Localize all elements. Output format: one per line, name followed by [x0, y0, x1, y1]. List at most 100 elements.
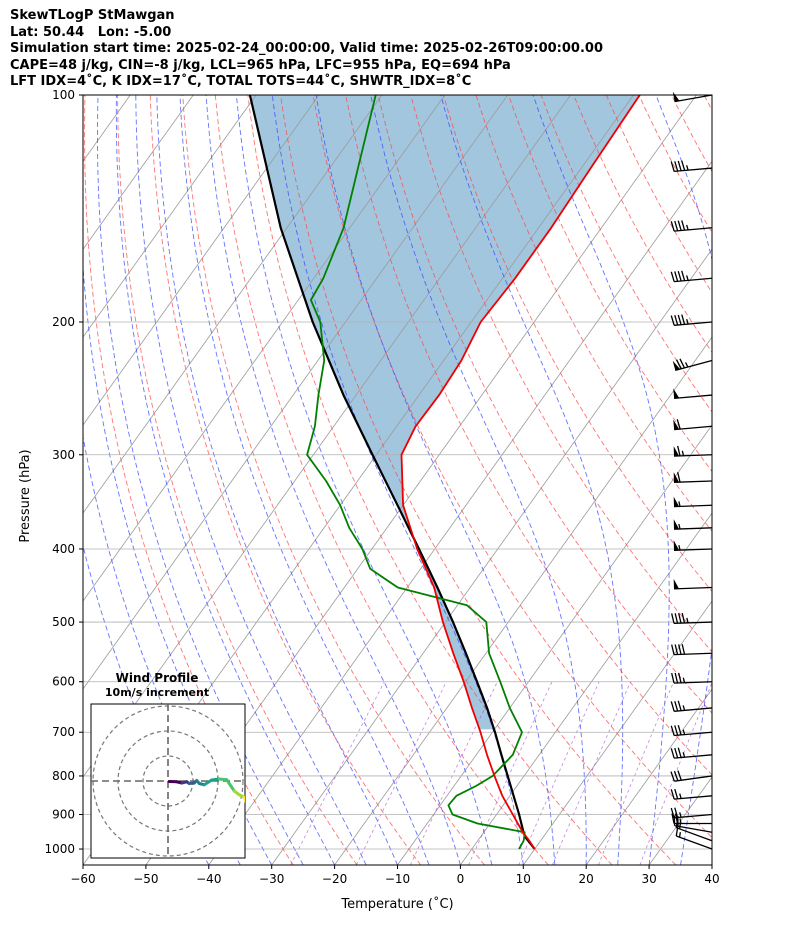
- dry-adiabat-line: [737, 95, 794, 865]
- y-tick-label: 300: [52, 448, 75, 462]
- wind-barb: [671, 612, 713, 625]
- temperature-line: [400, 95, 641, 850]
- wind-barbs-layer: [670, 91, 713, 850]
- title-times: Simulation start time: 2025-02-24_00:00:…: [10, 41, 603, 56]
- dry-adiabat-line: [84, 95, 294, 865]
- dry-adiabat-line: [475, 95, 712, 532]
- cape-area-layer: [249, 95, 640, 730]
- dry-adiabat-line: [377, 95, 712, 714]
- y-axis-label: Pressure (hPa): [18, 449, 33, 542]
- wind-barb: [672, 91, 713, 103]
- mixing-ratio-line: [410, 681, 498, 865]
- wind-barb: [670, 700, 713, 712]
- wind-barb: [670, 314, 713, 326]
- moist-adiabat-line: [97, 95, 304, 865]
- wind-barb: [670, 270, 713, 283]
- isotherm-line: [83, 95, 320, 426]
- wind-barb: [673, 472, 713, 483]
- y-tick-label: 700: [52, 725, 75, 739]
- moist-adiabat-line: [271, 95, 524, 865]
- x-tick-label: 20: [579, 872, 594, 886]
- dry-adiabat-line: [703, 95, 712, 112]
- axes-layer: −60 −50 −40 −30 −20 −10 0 10 20 30 40 100 200 300 400 5…: [18, 88, 720, 912]
- dry-adiabat-line: [671, 95, 712, 173]
- y-tick-label: 600: [52, 675, 75, 689]
- dry-adiabat-line: [117, 95, 358, 865]
- wind-barb: [675, 817, 713, 842]
- mixing-ratio-line: [518, 681, 600, 865]
- isotherm-line: [271, 248, 712, 865]
- wind-barb: [673, 419, 713, 431]
- moist-adiabat-line: [655, 95, 712, 865]
- moist-adiabat-line: [115, 95, 336, 865]
- wind-barb: [673, 519, 713, 530]
- isotherm-line: [0, 95, 5, 865]
- x-tick-label: −30: [259, 872, 284, 886]
- x-axis-label: Temperature (˚C): [340, 896, 453, 912]
- isotherm-line: [711, 864, 712, 865]
- x-tick-label: −20: [322, 872, 347, 886]
- wind-barb: [673, 496, 713, 508]
- dry-adiabat-line: [573, 95, 712, 353]
- title-indices: LFT IDX=4˚C, K IDX=17˚C, TOTAL TOTS=44˚C…: [10, 74, 472, 89]
- isotherm-line: [83, 95, 257, 338]
- y-tick-label: 200: [52, 315, 75, 329]
- dry-adiabat-line: [280, 95, 677, 865]
- isotherm-line: [0, 95, 67, 865]
- isotherm-line: [460, 512, 712, 865]
- x-tick-label: −50: [133, 872, 158, 886]
- dry-adiabat-line: [638, 95, 712, 234]
- title-cape-cin: CAPE=48 j/kg, CIN=-8 j/kg, LCL=965 hPa, …: [10, 57, 511, 73]
- x-tick-label: 10: [516, 872, 531, 886]
- wind-barb: [672, 358, 713, 372]
- dry-adiabat-line: [508, 95, 712, 473]
- dewpoint-line: [306, 95, 526, 850]
- profile-lines-layer: [248, 95, 641, 850]
- pressure-grid-layer: [83, 95, 712, 850]
- y-tick-label: 500: [52, 615, 75, 629]
- wind-barb: [670, 807, 713, 819]
- mixing-ratio-line: [290, 681, 385, 865]
- dry-adiabat-line: [182, 95, 485, 865]
- wind-barb: [671, 644, 713, 656]
- mixing-ratio-line: [598, 681, 675, 865]
- mixing-ratio-line: [468, 681, 553, 865]
- isotherm-line: [83, 95, 383, 514]
- wind-barb: [670, 770, 713, 782]
- x-tick-label: −10: [385, 872, 410, 886]
- moist-adiabat-line: [440, 95, 624, 865]
- cape-area: [249, 95, 640, 730]
- moist-adiabat-line: [135, 95, 367, 865]
- y-tick-label: 1000: [44, 842, 75, 856]
- dry-adiabat-line: [605, 95, 712, 294]
- y-tick-label: 800: [52, 769, 75, 783]
- y-tick-label: 900: [52, 808, 75, 822]
- y-tick-label: 100: [52, 88, 75, 102]
- wind-barb: [670, 724, 713, 737]
- inset-title: Wind Profile: [116, 671, 199, 685]
- dry-adiabat-line: [540, 95, 712, 413]
- x-tick-label: −60: [70, 872, 95, 886]
- wind-barb: [670, 788, 713, 800]
- isotherm-line: [522, 600, 712, 865]
- hodograph-segment: [225, 778, 236, 793]
- x-tick-label: −40: [196, 872, 221, 886]
- isotherm-line: [648, 776, 712, 865]
- isotherm-line: [83, 95, 446, 602]
- inset-subtitle: 10m/s increment: [105, 686, 209, 699]
- title-lat-lon: Lat: 50.44 Lon: -5.00: [10, 24, 172, 40]
- isotherm-line: [585, 688, 712, 865]
- reference-lines-layer: [0, 95, 794, 865]
- wind-barb: [673, 540, 713, 551]
- wind-barb: [673, 578, 713, 590]
- isotherm-line: [83, 95, 194, 250]
- y-tick-label: 400: [52, 542, 75, 556]
- wind-barb: [670, 220, 713, 232]
- wind-barb: [673, 445, 713, 457]
- x-tick-label: 0: [457, 872, 465, 886]
- x-tick-label: 40: [704, 872, 719, 886]
- dry-adiabat-line: [769, 95, 794, 865]
- moist-adiabat-line: [156, 95, 398, 865]
